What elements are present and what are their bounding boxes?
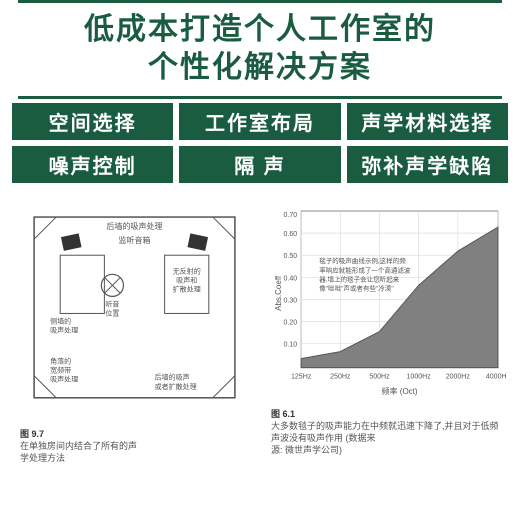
absorption-curve <box>301 227 498 368</box>
tag: 工作室布局 <box>179 103 340 140</box>
svg-text:0.50: 0.50 <box>283 253 297 260</box>
svg-text:2000Hz: 2000Hz <box>446 374 471 381</box>
title-block: 低成本打造个人工作室的 个性化解决方案 <box>0 3 520 96</box>
svg-text:像"咝咝"声或者有些"冷漠": 像"咝咝"声或者有些"冷漠" <box>319 283 394 292</box>
caption-body: 在单独房间内结合了所有的声学处理方法 <box>20 441 137 463</box>
svg-text:500Hz: 500Hz <box>369 374 390 381</box>
svg-text:吸声和: 吸声和 <box>176 275 197 284</box>
label-mic-2: 位置 <box>105 308 119 317</box>
svg-text:4000Hz: 4000Hz <box>486 374 506 381</box>
chart-caption: 图 6.1 大多数毯子的吸声能力在中频就迅速下降了,并且对于低频声波没有吸声作用… <box>265 404 506 457</box>
svg-text:无反射的: 无反射的 <box>173 266 201 275</box>
svg-text:0.60: 0.60 <box>283 231 297 238</box>
caption-title: 图 6.1 <box>271 409 295 419</box>
svg-text:0.40: 0.40 <box>283 275 297 282</box>
svg-text:扩散处理: 扩散处理 <box>173 284 201 293</box>
label-mic-1: 听音 <box>105 299 119 308</box>
title-line-1: 低成本打造个人工作室的 <box>0 11 520 49</box>
svg-text:0.10: 0.10 <box>283 342 297 349</box>
svg-text:0.20: 0.20 <box>283 320 297 327</box>
label-monitor: 监听音箱 <box>118 235 150 245</box>
room-diagram-figure: 后墙的吸声处理 监听音箱 听音 位置 无反射的 吸声和 扩散处理 侧墙的 吸声处… <box>14 203 255 464</box>
svg-text:吸声处理: 吸声处理 <box>50 375 78 384</box>
absorption-chart-figure: 0.10 0.20 0.30 0.40 0.50 0.60 0.70 125Hz… <box>265 203 506 464</box>
svg-text:器,墙上的毯子会让您听起来: 器,墙上的毯子会让您听起来 <box>319 274 399 283</box>
title-line-2: 个性化解决方案 <box>0 49 520 87</box>
caption-body: 大多数毯子的吸声能力在中频就迅速下降了,并且对于低频声波没有吸声作用 (数据来源… <box>271 421 499 455</box>
xlabel: 频率 (Oct) <box>382 386 418 396</box>
tag: 噪声控制 <box>12 146 173 183</box>
tag: 弥补声学缺陷 <box>347 146 508 183</box>
svg-text:后墙的吸声: 后墙的吸声 <box>155 373 190 382</box>
svg-text:或者扩散处理: 或者扩散处理 <box>155 382 197 391</box>
tag: 空间选择 <box>12 103 173 140</box>
room-diagram-svg: 后墙的吸声处理 监听音箱 听音 位置 无反射的 吸声和 扩散处理 侧墙的 吸声处… <box>14 203 255 424</box>
diagram-caption: 图 9.7 在单独房间内结合了所有的声学处理方法 <box>14 424 255 464</box>
svg-text:125Hz: 125Hz <box>291 374 312 381</box>
svg-text:率响应就能形成了一个高通滤波: 率响应就能形成了一个高通滤波 <box>319 265 411 274</box>
tag: 隔 声 <box>179 146 340 183</box>
svg-text:0.30: 0.30 <box>283 297 297 304</box>
svg-text:250Hz: 250Hz <box>330 374 351 381</box>
svg-text:宽频带: 宽频带 <box>50 366 71 375</box>
tag-rows: 空间选择 工作室布局 声学材料选择 噪声控制 隔 声 弥补声学缺陷 <box>0 99 520 195</box>
svg-text:1000Hz: 1000Hz <box>407 374 432 381</box>
svg-text:0.70: 0.70 <box>283 212 297 219</box>
tag-row-2: 噪声控制 隔 声 弥补声学缺陷 <box>12 146 508 183</box>
svg-text:角落的: 角落的 <box>50 357 71 366</box>
svg-text:毯子的吸声曲线示例,这样的频: 毯子的吸声曲线示例,这样的频 <box>319 256 406 265</box>
absorption-chart-svg: 0.10 0.20 0.30 0.40 0.50 0.60 0.70 125Hz… <box>265 203 506 404</box>
svg-text:吸声处理: 吸声处理 <box>50 326 78 335</box>
tag: 声学材料选择 <box>347 103 508 140</box>
figures-row: 后墙的吸声处理 监听音箱 听音 位置 无反射的 吸声和 扩散处理 侧墙的 吸声处… <box>0 195 520 464</box>
ylabel: Abs.Coeff <box>274 275 283 311</box>
caption-title: 图 9.7 <box>20 429 44 439</box>
label-top: 后墙的吸声处理 <box>106 221 162 231</box>
tag-row-1: 空间选择 工作室布局 声学材料选择 <box>12 103 508 140</box>
svg-text:侧墙的: 侧墙的 <box>50 316 71 325</box>
